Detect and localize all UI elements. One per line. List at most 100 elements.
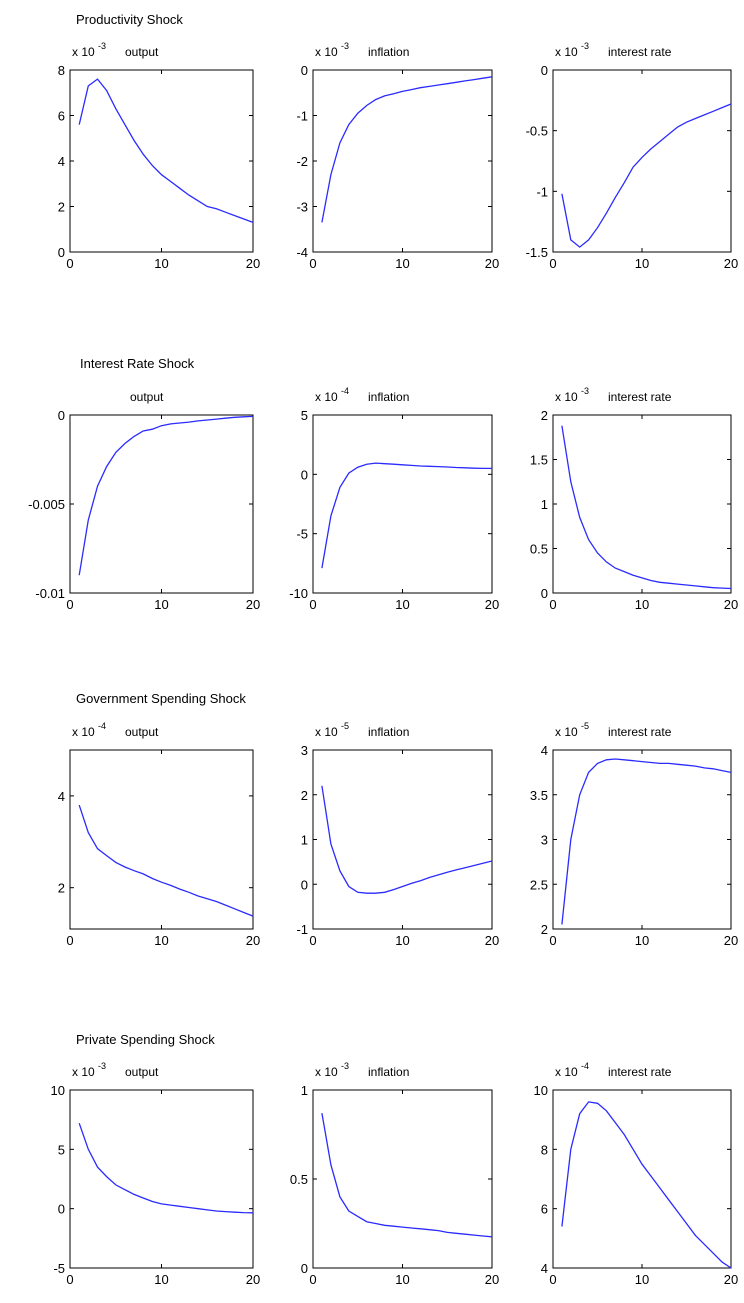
panel-title: output: [130, 390, 164, 404]
y-tick-label: 1.5: [530, 453, 548, 468]
axes-frame: [69, 69, 254, 253]
y-tick-label: -0.01: [35, 586, 65, 601]
row-title-private-spending: Private Spending Shock: [76, 1032, 215, 1047]
row-title-interest-rate: Interest Rate Shock: [80, 356, 195, 371]
series-line: [561, 425, 732, 590]
scale-exponent: -3: [341, 41, 349, 51]
scale-exponent: -4: [581, 1061, 589, 1071]
scale-multiplier: x 10: [315, 45, 338, 59]
x-tick-label: 20: [246, 1272, 260, 1287]
series-line: [78, 415, 254, 576]
panel-productivity-inflation: 0 10 20-4-3-2-10x 10 -3 inflation: [296, 41, 499, 271]
axes-frame: [312, 414, 493, 594]
y-tick-label: 0: [301, 1261, 308, 1276]
y-tick-label: 3: [301, 743, 308, 758]
x-tick-label: 10: [635, 256, 649, 271]
y-tick-label: 4: [541, 743, 548, 758]
y-tick-label: 4: [541, 1261, 548, 1276]
y-tick-label: 1: [541, 497, 548, 512]
y-tick-label: 2: [541, 408, 548, 423]
row-title-productivity: Productivity Shock: [76, 12, 183, 27]
series-line: [561, 1101, 732, 1269]
scale-multiplier: x 10: [72, 45, 95, 59]
series-line: [321, 1112, 493, 1238]
y-tick-label: 0.5: [290, 1172, 308, 1187]
y-tick-label: 2: [541, 922, 548, 937]
scale-exponent: -3: [581, 386, 589, 396]
y-tick-label: 2: [58, 881, 65, 896]
y-tick-label: -0.005: [28, 497, 65, 512]
panel-title: interest rate: [608, 725, 672, 739]
panel-private-interest-rate: 0 10 20 4 6 8 10 x 10 -4 interest rate: [534, 1061, 739, 1287]
y-tick-label: 2.5: [530, 877, 548, 892]
y-tick-label: 0: [301, 877, 308, 892]
y-tick-label: 0: [58, 245, 65, 260]
x-tick-label: 20: [246, 933, 260, 948]
row-title-government-spending: Government Spending Shock: [76, 691, 246, 706]
x-tick-label: 20: [485, 256, 499, 271]
x-tick-label: 0: [549, 933, 556, 948]
x-tick-label: 20: [246, 597, 260, 612]
axes-frame: [552, 749, 732, 930]
y-tick-label: -1.5: [526, 245, 548, 260]
axes-frame: [69, 414, 254, 594]
x-tick-label: 0: [309, 933, 316, 948]
y-tick-label: -5: [296, 527, 308, 542]
panel-government-output: 0 10 20 2 4 x 10 -4 output: [58, 721, 260, 948]
panel-title: interest rate: [608, 390, 672, 404]
y-tick-label: -2: [296, 154, 308, 169]
scale-multiplier: x 10: [315, 725, 338, 739]
x-tick-label: 0: [549, 1272, 556, 1287]
y-tick-label: 2: [301, 788, 308, 803]
y-tick-label: 3.5: [530, 788, 548, 803]
y-tick-label: -1: [296, 922, 308, 937]
y-tick-label: 8: [541, 1142, 548, 1157]
x-tick-label: 0: [66, 1272, 73, 1287]
y-tick-label: 1: [301, 1083, 308, 1098]
x-tick-label: 10: [154, 933, 168, 948]
y-tick-label: 6: [58, 109, 65, 124]
panel-productivity-interest-rate: 0 10 20 -1.5 -1 -0.5 0 x 10 -3 interest rate: [526, 41, 739, 271]
y-tick-label: 5: [301, 408, 308, 423]
axes-frame: [552, 414, 732, 594]
x-tick-label: 10: [635, 597, 649, 612]
scale-exponent: -5: [581, 721, 589, 731]
scale-multiplier: x 10: [555, 725, 578, 739]
y-tick-label: 4: [58, 789, 65, 804]
y-tick-label: 0.5: [530, 542, 548, 557]
y-tick-label: -0.5: [526, 124, 548, 139]
x-tick-label: 10: [395, 933, 409, 948]
y-tick-label: -4: [296, 245, 308, 260]
scale-multiplier: x 10: [72, 725, 95, 739]
x-tick-label: 0: [66, 597, 73, 612]
panel-interest-inflation: 0 10 20 -10 -5 0 5 x 10 -4 inflation: [289, 386, 499, 612]
panel-title: output: [125, 45, 159, 59]
y-tick-label: -5: [53, 1261, 65, 1276]
scale-exponent: -3: [581, 41, 589, 51]
x-tick-label: 0: [549, 597, 556, 612]
x-tick-label: 0: [309, 256, 316, 271]
axes-frame: [69, 749, 254, 930]
panel-government-interest-rate: 0 10 20 2 2.5 3 3.5 4 x 10 -5 interest rate: [530, 721, 738, 948]
y-tick-label: 10: [534, 1083, 548, 1098]
axes-frame: [312, 749, 493, 930]
scale-multiplier: x 10: [72, 1065, 95, 1079]
y-tick-label: -1: [536, 184, 548, 199]
x-tick-label: 10: [154, 1272, 168, 1287]
x-tick-label: 20: [724, 597, 738, 612]
scale-exponent: -3: [98, 1061, 106, 1071]
panel-title: interest rate: [608, 1065, 672, 1079]
x-tick-label: 20: [724, 1272, 738, 1287]
scale-multiplier: x 10: [315, 1065, 338, 1079]
axes-frame: [312, 69, 493, 253]
x-tick-label: 0: [66, 933, 73, 948]
series-line: [321, 76, 493, 223]
y-tick-label: 0: [58, 1202, 65, 1217]
series-line: [78, 804, 254, 917]
y-tick-label: 8: [58, 63, 65, 78]
y-tick-label: 4: [58, 154, 65, 169]
scale-multiplier: x 10: [555, 390, 578, 404]
x-tick-label: 10: [395, 256, 409, 271]
y-tick-label: -1: [296, 109, 308, 124]
y-tick-label: 0: [541, 586, 548, 601]
